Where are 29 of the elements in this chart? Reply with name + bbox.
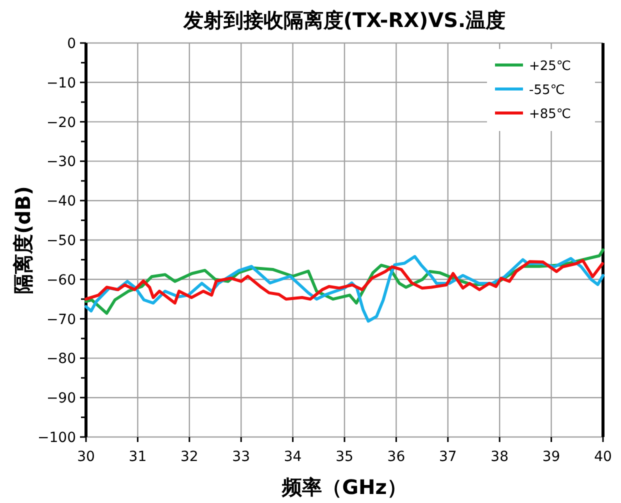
legend-label: +85℃ [529, 107, 572, 122]
x-tick-label: 33 [232, 449, 250, 465]
y-tick-label: −90 [46, 390, 76, 407]
x-tick-label: 40 [594, 449, 612, 465]
legend-label: +25℃ [529, 59, 572, 74]
x-tick-label: 36 [387, 449, 406, 465]
x-tick-label: 35 [336, 449, 354, 465]
chart-title: 发射到接收隔离度(TX-RX)VS.温度 [182, 8, 506, 32]
y-tick-label: −50 [46, 233, 76, 249]
x-tick-label: 37 [438, 449, 457, 465]
y-tick-label: 0 [67, 36, 76, 52]
y-tick-label: −40 [46, 194, 76, 210]
x-tick-label: 30 [77, 449, 95, 465]
y-tick-label: −60 [46, 272, 76, 288]
y-tick-label: −30 [46, 154, 76, 170]
x-tick-label: 38 [490, 449, 509, 465]
x-tick-label: 34 [284, 449, 302, 465]
x-tick-label: 32 [180, 449, 198, 465]
y-tick-label: −100 [38, 430, 76, 446]
x-tick-label: 31 [128, 449, 147, 465]
x-axis-title: 频率（GHz） [281, 475, 407, 499]
y-tick-label: −80 [46, 351, 76, 368]
line-series [84, 258, 604, 305]
y-tick-label: −20 [46, 114, 76, 131]
y-tick-label: −10 [46, 75, 76, 92]
y-axis-title: 隔离度(dB) [11, 186, 35, 294]
y-tick-label: −70 [46, 312, 76, 328]
legend-label: -55℃ [529, 83, 565, 98]
x-tick-label: 39 [542, 449, 560, 465]
